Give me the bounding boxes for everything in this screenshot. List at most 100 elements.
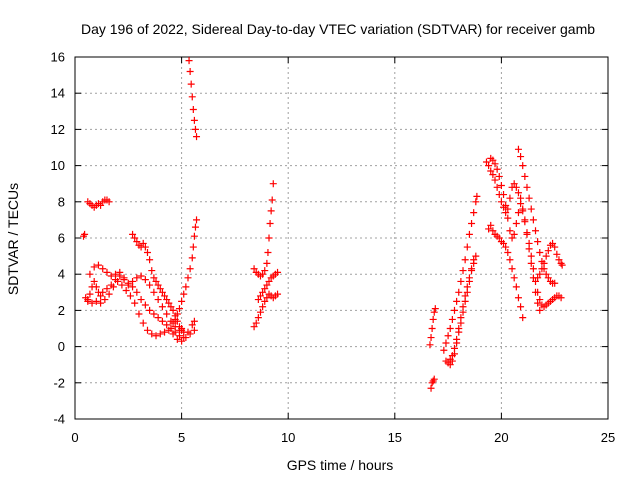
data-point: [184, 274, 192, 282]
data-point: [139, 319, 147, 327]
data-point: [426, 341, 434, 349]
data-point: [500, 191, 508, 199]
grid-lines: [75, 57, 608, 419]
data-point: [101, 296, 109, 304]
data-point: [508, 234, 516, 242]
data-point: [453, 297, 461, 305]
data-point: [129, 277, 137, 285]
data-point: [527, 259, 535, 267]
data-point: [514, 209, 522, 217]
data-point: [187, 80, 195, 88]
data-point: [154, 314, 162, 322]
data-point: [97, 299, 105, 307]
data-point: [274, 268, 282, 276]
data-point: [148, 330, 156, 338]
data-point: [514, 145, 522, 153]
data-point: [489, 227, 497, 235]
data-point: [154, 281, 162, 289]
data-point: [86, 270, 94, 278]
data-point: [555, 256, 563, 264]
data-point: [534, 288, 542, 296]
data-point: [544, 274, 552, 282]
series-late-f: [482, 158, 544, 314]
y-tick-label: 4: [58, 267, 65, 282]
data-point: [446, 361, 454, 369]
x-tick-label: 5: [178, 430, 185, 445]
data-point: [158, 303, 166, 311]
data-point: [482, 158, 490, 166]
data-point: [180, 328, 188, 336]
x-tick-label: 20: [494, 430, 508, 445]
data-point: [502, 243, 510, 251]
data-point: [504, 205, 512, 213]
data-point: [502, 201, 510, 209]
data-point: [457, 277, 465, 285]
data-point: [450, 350, 458, 358]
y-tick-label: 10: [51, 158, 65, 173]
data-point: [84, 297, 92, 305]
data-point: [124, 281, 132, 289]
y-tick-label: 14: [51, 86, 65, 101]
data-point: [263, 281, 271, 289]
data-point: [510, 180, 518, 188]
data-point: [150, 274, 158, 282]
data-point: [448, 315, 456, 323]
data-point: [90, 263, 98, 271]
axes: [74, 56, 609, 420]
data-point: [169, 330, 177, 338]
data-point: [448, 357, 456, 365]
data-point: [150, 310, 158, 318]
data-point: [131, 299, 139, 307]
x-tick-label: 0: [71, 430, 78, 445]
data-point: [156, 285, 164, 293]
data-point: [191, 125, 199, 133]
data-point: [538, 265, 546, 273]
data-point: [133, 238, 141, 246]
data-point: [427, 384, 435, 392]
data-point: [193, 133, 201, 141]
data-point: [430, 375, 438, 383]
data-point: [135, 310, 143, 318]
series-late-j: [534, 239, 566, 282]
tick-labels: 0 5 10 15 20 25 -4 -2 0 2 4 6 8 10 12 14 16: [51, 50, 616, 446]
data-point: [534, 299, 542, 307]
data-point: [453, 339, 461, 347]
series-late-e: [446, 252, 480, 369]
data-point: [264, 248, 272, 256]
data-point: [504, 248, 512, 256]
data-point: [133, 274, 141, 282]
data-point: [266, 220, 274, 228]
series-mid-a: [250, 180, 277, 280]
series-early-f: [169, 216, 201, 327]
data-point: [169, 306, 177, 314]
series-late-h: [485, 221, 527, 322]
data-point: [131, 234, 139, 242]
data-point: [517, 200, 525, 208]
data-point: [90, 277, 98, 285]
series-early-e: [129, 230, 188, 336]
data-point: [514, 189, 522, 197]
data-point: [161, 328, 169, 336]
data-series: [80, 57, 566, 392]
data-point: [470, 209, 478, 217]
data-point: [189, 105, 197, 113]
data-point: [158, 288, 166, 296]
data-point: [97, 201, 105, 209]
data-point: [429, 315, 437, 323]
data-point: [122, 286, 130, 294]
data-point: [512, 183, 520, 191]
data-point: [468, 220, 476, 228]
data-point: [107, 272, 115, 280]
data-point: [263, 294, 271, 302]
x-axis-label: GPS time / hours: [287, 457, 394, 473]
data-point: [267, 207, 275, 215]
data-point: [500, 239, 508, 247]
data-point: [512, 220, 520, 228]
data-point: [129, 230, 137, 238]
data-point: [146, 256, 154, 264]
data-point: [427, 334, 435, 342]
data-point: [532, 277, 540, 285]
data-point: [510, 230, 518, 238]
data-point: [190, 232, 198, 240]
data-point: [461, 256, 469, 264]
